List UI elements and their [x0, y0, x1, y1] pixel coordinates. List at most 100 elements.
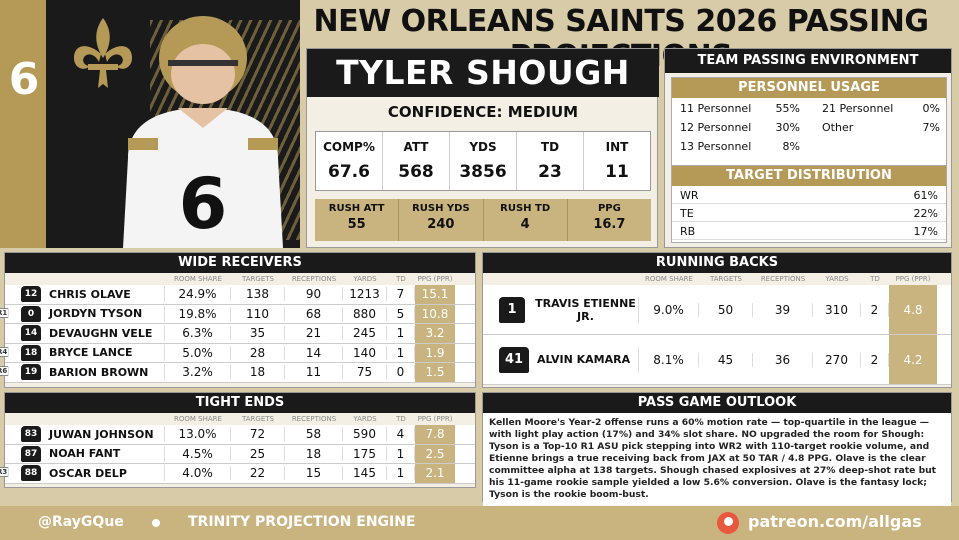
- qb-panel: TYLER SHOUGH CONFIDENCE: MEDIUM COMP% 67.…: [306, 48, 659, 248]
- ppg-cell: 7.8: [415, 425, 455, 444]
- target-row: RB 17%: [672, 222, 946, 240]
- target-title: TARGET DISTRIBUTION: [672, 166, 946, 186]
- page-title: NEW ORLEANS SAINTS 2026 PASSING PROJECTI…: [313, 4, 929, 74]
- te-column-headers: ROOM SHARE TARGETS RECEPTIONS YARDS TD P…: [174, 415, 453, 423]
- tgt-cell: 18: [231, 365, 285, 380]
- confidence-label: CONFIDENCE: MEDIUM: [387, 103, 579, 121]
- td-cell: 0: [387, 365, 415, 380]
- wide-receivers-section: WIDE RECEIVERS ROOM SHARE TARGETS RECEPT…: [0, 252, 476, 388]
- share-cell: 4.5%: [165, 446, 231, 461]
- player-name: TRAVIS ETIENNE JR.: [535, 296, 636, 323]
- outlook-text: Kellen Moore's Year-2 offense runs a 60%…: [483, 413, 951, 513]
- ppg-cell: 2.5: [415, 444, 455, 463]
- wr-row: 14 DEVAUGHN VELE 6.3% 35 21 245 1 3.2: [5, 324, 475, 344]
- tgt-cell: 28: [231, 345, 285, 360]
- player-name: BRYCE LANCE: [49, 346, 133, 360]
- ppg-cell: 1.5: [415, 363, 455, 382]
- tgt-cell: 138: [231, 287, 285, 302]
- player-cell: R6 19 BARION BROWN: [0, 364, 165, 381]
- player-cell: 1 TRAVIS ETIENNE JR.: [483, 296, 639, 323]
- share-cell: 5.0%: [165, 345, 231, 360]
- share-cell: 8.1%: [639, 352, 699, 367]
- player-cell: 14 DEVAUGHN VELE: [5, 325, 165, 342]
- personnel-row: 13 Personnel 8%: [680, 140, 800, 153]
- td-cell: 5: [387, 306, 415, 321]
- yds-cell: 140: [343, 345, 387, 360]
- tgt-cell: 25: [231, 446, 285, 461]
- ppg-cell: 4.8: [889, 285, 937, 334]
- tgt-cell: 22: [231, 466, 285, 481]
- target-distribution: TARGET DISTRIBUTION WR 61% TE 22% RB 17%: [671, 165, 947, 243]
- rec-cell: 21: [285, 326, 343, 341]
- player-name: JUWAN JOHNSON: [49, 427, 154, 441]
- player-name: ALVIN KAMARA: [537, 353, 631, 366]
- rec-cell: 18: [285, 446, 343, 461]
- fleur-de-lis-icon: [74, 18, 132, 88]
- rec-cell: 39: [753, 302, 813, 317]
- yds-cell: 270: [813, 352, 861, 367]
- tgt-cell: 45: [699, 352, 753, 367]
- share-cell: 19.8%: [165, 306, 231, 321]
- player-cell: R3 88 OSCAR DELP: [0, 465, 165, 482]
- player-name: NOAH FANT: [49, 447, 121, 461]
- passing-stats: COMP% 67.6 ATT 568 YDS 3856 TD 23 INT 11: [315, 131, 651, 191]
- jersey-icon: 0: [21, 305, 41, 322]
- yds-cell: 145: [343, 466, 387, 481]
- running-backs-section: RUNNING BACKS ROOM SHARE TARGETS RECEPTI…: [482, 252, 952, 388]
- rec-cell: 14: [285, 345, 343, 360]
- wr-title: WIDE RECEIVERS: [5, 253, 475, 273]
- rb-title: RUNNING BACKS: [483, 253, 951, 273]
- player-number: 6: [8, 54, 40, 105]
- twitter-handle[interactable]: @RayGQue: [38, 514, 124, 530]
- player-cell: R4 18 BRYCE LANCE: [0, 344, 165, 361]
- stat-yds: YDS 3856: [450, 132, 517, 190]
- personnel-row: 21 Personnel 0%: [822, 102, 940, 115]
- player-photo: 6: [123, 16, 283, 248]
- jersey-icon: 14: [21, 325, 41, 342]
- rec-cell: 11: [285, 365, 343, 380]
- team-passing-environment: TEAM PASSING ENVIRONMENT PERSONNEL USAGE…: [664, 48, 952, 248]
- number-strip: [0, 0, 46, 248]
- patreon-link[interactable]: patreon.com/allgas: [748, 512, 922, 531]
- te-row: 83 JUWAN JOHNSON 13.0% 72 58 590 4 7.8: [5, 425, 475, 445]
- player-name: TYLER SHOUGH: [307, 49, 659, 97]
- player-cell: 87 NOAH FANT: [5, 445, 165, 462]
- rec-cell: 90: [285, 287, 343, 302]
- personnel-row: Other 7%: [822, 121, 940, 134]
- yds-cell: 310: [813, 302, 861, 317]
- personnel-row: 12 Personnel 30%: [680, 121, 800, 134]
- stat-rush-td: RUSH TD 4: [484, 199, 568, 241]
- td-cell: 1: [387, 326, 415, 341]
- tgt-cell: 110: [231, 306, 285, 321]
- ppg-cell: 10.8: [415, 304, 455, 323]
- share-cell: 4.0%: [165, 466, 231, 481]
- share-cell: 6.3%: [165, 326, 231, 341]
- wr-column-headers: ROOM SHARE TARGETS RECEPTIONS YARDS TD P…: [174, 275, 453, 283]
- engine-label: TRINITY PROJECTION ENGINE: [188, 514, 416, 530]
- player-name: OSCAR DELP: [49, 466, 127, 480]
- env-title: TEAM PASSING ENVIRONMENT: [665, 49, 951, 73]
- jersey-icon: 12: [21, 286, 41, 303]
- draft-round-badge: R6: [0, 366, 10, 377]
- outlook-title: PASS GAME OUTLOOK: [483, 393, 951, 413]
- footer: @RayGQue TRINITY PROJECTION ENGINE patre…: [0, 506, 959, 540]
- draft-round-badge: R1: [0, 307, 10, 318]
- jersey-icon: 83: [21, 426, 41, 443]
- rb-row: 41 ALVIN KAMARA 8.1% 45 36 270 2 4.2: [483, 335, 951, 385]
- player-name: DEVAUGHN VELE: [49, 326, 153, 340]
- rec-cell: 15: [285, 466, 343, 481]
- td-cell: 2: [861, 352, 889, 367]
- svg-text:6: 6: [179, 163, 228, 245]
- stat-comp: COMP% 67.6: [316, 132, 383, 190]
- stat-td: TD 23: [517, 132, 584, 190]
- te-title: TIGHT ENDS: [5, 393, 475, 413]
- jersey-icon: 1: [499, 296, 525, 323]
- td-cell: 4: [387, 427, 415, 442]
- player-name: CHRIS OLAVE: [49, 287, 131, 301]
- jersey-icon: 88: [21, 465, 41, 482]
- jersey-icon: 19: [21, 364, 41, 381]
- share-cell: 13.0%: [165, 427, 231, 442]
